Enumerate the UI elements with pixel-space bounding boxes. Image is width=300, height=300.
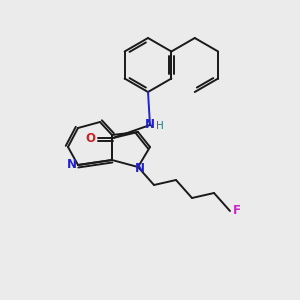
Text: F: F	[233, 205, 241, 218]
Text: N: N	[67, 158, 77, 172]
Text: H: H	[156, 121, 164, 131]
Text: N: N	[135, 161, 145, 175]
Text: O: O	[85, 131, 95, 145]
Text: N: N	[145, 118, 155, 131]
